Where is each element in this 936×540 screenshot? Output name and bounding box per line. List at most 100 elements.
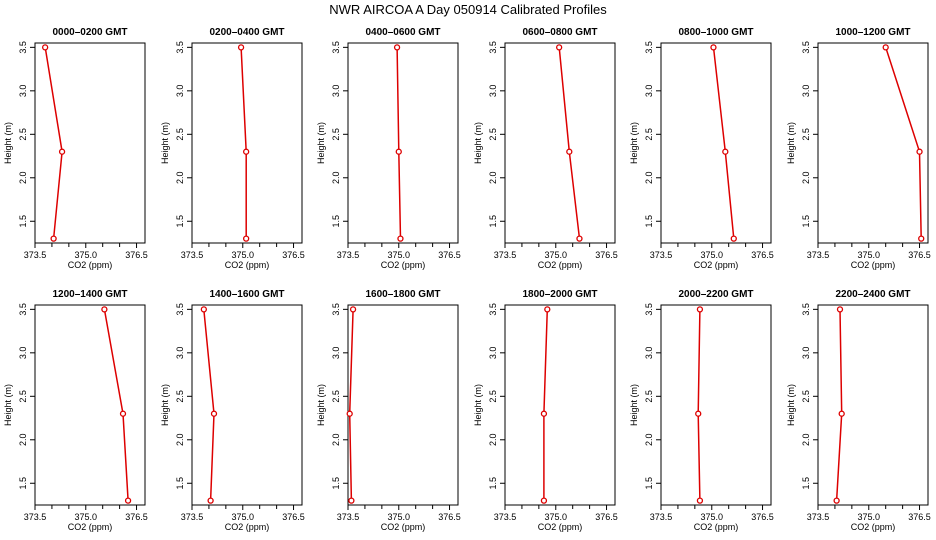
x-tick-label: 375.0 <box>388 250 411 260</box>
data-point <box>916 148 923 155</box>
data-point <box>836 306 844 313</box>
profile-line <box>697 309 701 501</box>
y-tick-label: 3.0 <box>18 347 28 360</box>
data-point <box>101 306 108 313</box>
y-axis-label: Height (m) <box>629 122 639 164</box>
y-tick-label: 2.0 <box>18 434 28 447</box>
data-point <box>124 497 132 504</box>
plot-frame <box>34 304 146 506</box>
panel-title: 0400–0600 GMT <box>365 27 440 38</box>
y-tick-label: 3.5 <box>488 41 498 54</box>
profile-panel: 1000–1200 GMT 373.5 375.0 376.5 1.5 2.0 2.5 3.0… <box>786 27 931 270</box>
x-tick-label: 375.0 <box>701 250 724 260</box>
y-tick-label: 2.5 <box>644 128 654 141</box>
x-tick-label: 375.0 <box>388 512 411 522</box>
y-tick-label: 1.5 <box>801 477 811 490</box>
profile-panel: 0800–1000 GMT 373.5 375.0 376.5 1.5 2.0 2.5 3.0… <box>629 27 774 270</box>
panel-title: 2200–2400 GMT <box>835 289 910 300</box>
x-tick-label: 376.5 <box>282 250 305 260</box>
data-point <box>397 235 404 242</box>
x-tick-label: 376.5 <box>751 250 774 260</box>
x-tick-label: 373.5 <box>650 250 673 260</box>
data-point <box>393 44 401 51</box>
data-point <box>710 44 717 51</box>
x-tick-label: 375.0 <box>701 512 724 522</box>
y-tick-label: 3.5 <box>18 41 28 54</box>
profile-line <box>835 309 843 501</box>
y-tick-label: 2.0 <box>175 172 185 185</box>
profile-line <box>558 47 581 239</box>
x-tick-label: 376.5 <box>908 512 931 522</box>
data-point <box>566 148 573 155</box>
y-tick-label: 2.0 <box>331 434 341 447</box>
y-tick-label: 3.5 <box>18 303 28 316</box>
plot-frame <box>34 42 146 244</box>
y-tick-label: 1.5 <box>18 477 28 490</box>
x-axis-label: CO2 (ppm) <box>851 522 896 532</box>
profile-panel: 0200–0400 GMT 373.5 375.0 376.5 1.5 2.0 2.5 3.0… <box>160 27 305 270</box>
y-tick-label: 2.0 <box>488 172 498 185</box>
x-tick-label: 373.5 <box>337 250 360 260</box>
x-tick-label: 375.0 <box>545 250 568 260</box>
x-axis-label: CO2 (ppm) <box>381 522 426 532</box>
y-tick-label: 3.0 <box>331 85 341 98</box>
x-tick-label: 376.5 <box>908 250 931 260</box>
figure-title: NWR AIRCOA A Day 050914 Calibrated Profi… <box>329 2 607 17</box>
y-tick-label: 1.5 <box>488 215 498 228</box>
x-tick-label: 375.0 <box>232 512 255 522</box>
y-tick-label: 2.5 <box>488 128 498 141</box>
y-tick-label: 1.5 <box>801 215 811 228</box>
x-tick-label: 373.5 <box>650 512 673 522</box>
profile-panel: 0600–0800 GMT 373.5 375.0 376.5 1.5 2.0 2.5 3.0… <box>473 27 618 270</box>
y-tick-label: 1.5 <box>331 477 341 490</box>
x-tick-label: 375.0 <box>858 250 881 260</box>
y-tick-label: 2.0 <box>801 434 811 447</box>
y-tick-label: 3.0 <box>644 85 654 98</box>
x-axis-label: CO2 (ppm) <box>538 260 583 270</box>
panel-title: 0800–1000 GMT <box>678 27 753 38</box>
data-point <box>696 497 704 504</box>
data-point <box>833 497 840 504</box>
y-tick-label: 3.5 <box>175 303 185 316</box>
data-point <box>540 410 548 417</box>
y-tick-label: 2.5 <box>18 128 28 141</box>
y-tick-label: 1.5 <box>644 215 654 228</box>
y-tick-label: 2.0 <box>801 172 811 185</box>
data-point <box>395 148 402 155</box>
plot-frame <box>191 304 303 506</box>
panel-title: 1400–1600 GMT <box>209 289 284 300</box>
y-tick-label: 2.5 <box>488 390 498 403</box>
y-axis-label: Height (m) <box>473 122 483 164</box>
y-tick-label: 3.0 <box>175 347 185 360</box>
y-tick-label: 2.0 <box>18 172 28 185</box>
x-axis-label: CO2 (ppm) <box>851 260 896 270</box>
y-tick-label: 3.5 <box>488 303 498 316</box>
y-axis-label: Height (m) <box>316 384 326 426</box>
x-tick-label: 373.5 <box>494 512 517 522</box>
y-axis-label: Height (m) <box>3 122 13 164</box>
data-point <box>349 306 357 313</box>
plot-frame <box>817 304 929 506</box>
data-point <box>882 44 889 51</box>
profile-line <box>240 47 247 239</box>
profile-line <box>103 309 129 501</box>
panel-title: 0000–0200 GMT <box>52 27 127 38</box>
profile-panel: 1200–1400 GMT 373.5 375.0 376.5 1.5 2.0 2.5 3.0… <box>3 289 148 532</box>
plot-frame <box>660 42 772 244</box>
x-tick-label: 373.5 <box>494 250 517 260</box>
x-axis-label: CO2 (ppm) <box>68 260 113 270</box>
y-tick-label: 2.0 <box>331 172 341 185</box>
y-tick-label: 3.5 <box>644 41 654 54</box>
y-tick-label: 2.0 <box>644 172 654 185</box>
x-tick-label: 376.5 <box>125 512 148 522</box>
y-tick-label: 1.5 <box>488 477 498 490</box>
panel-title: 1800–2000 GMT <box>522 289 597 300</box>
x-tick-label: 376.5 <box>751 512 774 522</box>
y-tick-label: 2.5 <box>18 390 28 403</box>
x-tick-label: 373.5 <box>337 512 360 522</box>
y-axis-label: Height (m) <box>3 384 13 426</box>
data-point <box>346 410 353 417</box>
y-tick-label: 2.5 <box>175 128 185 141</box>
y-tick-label: 3.0 <box>801 347 811 360</box>
